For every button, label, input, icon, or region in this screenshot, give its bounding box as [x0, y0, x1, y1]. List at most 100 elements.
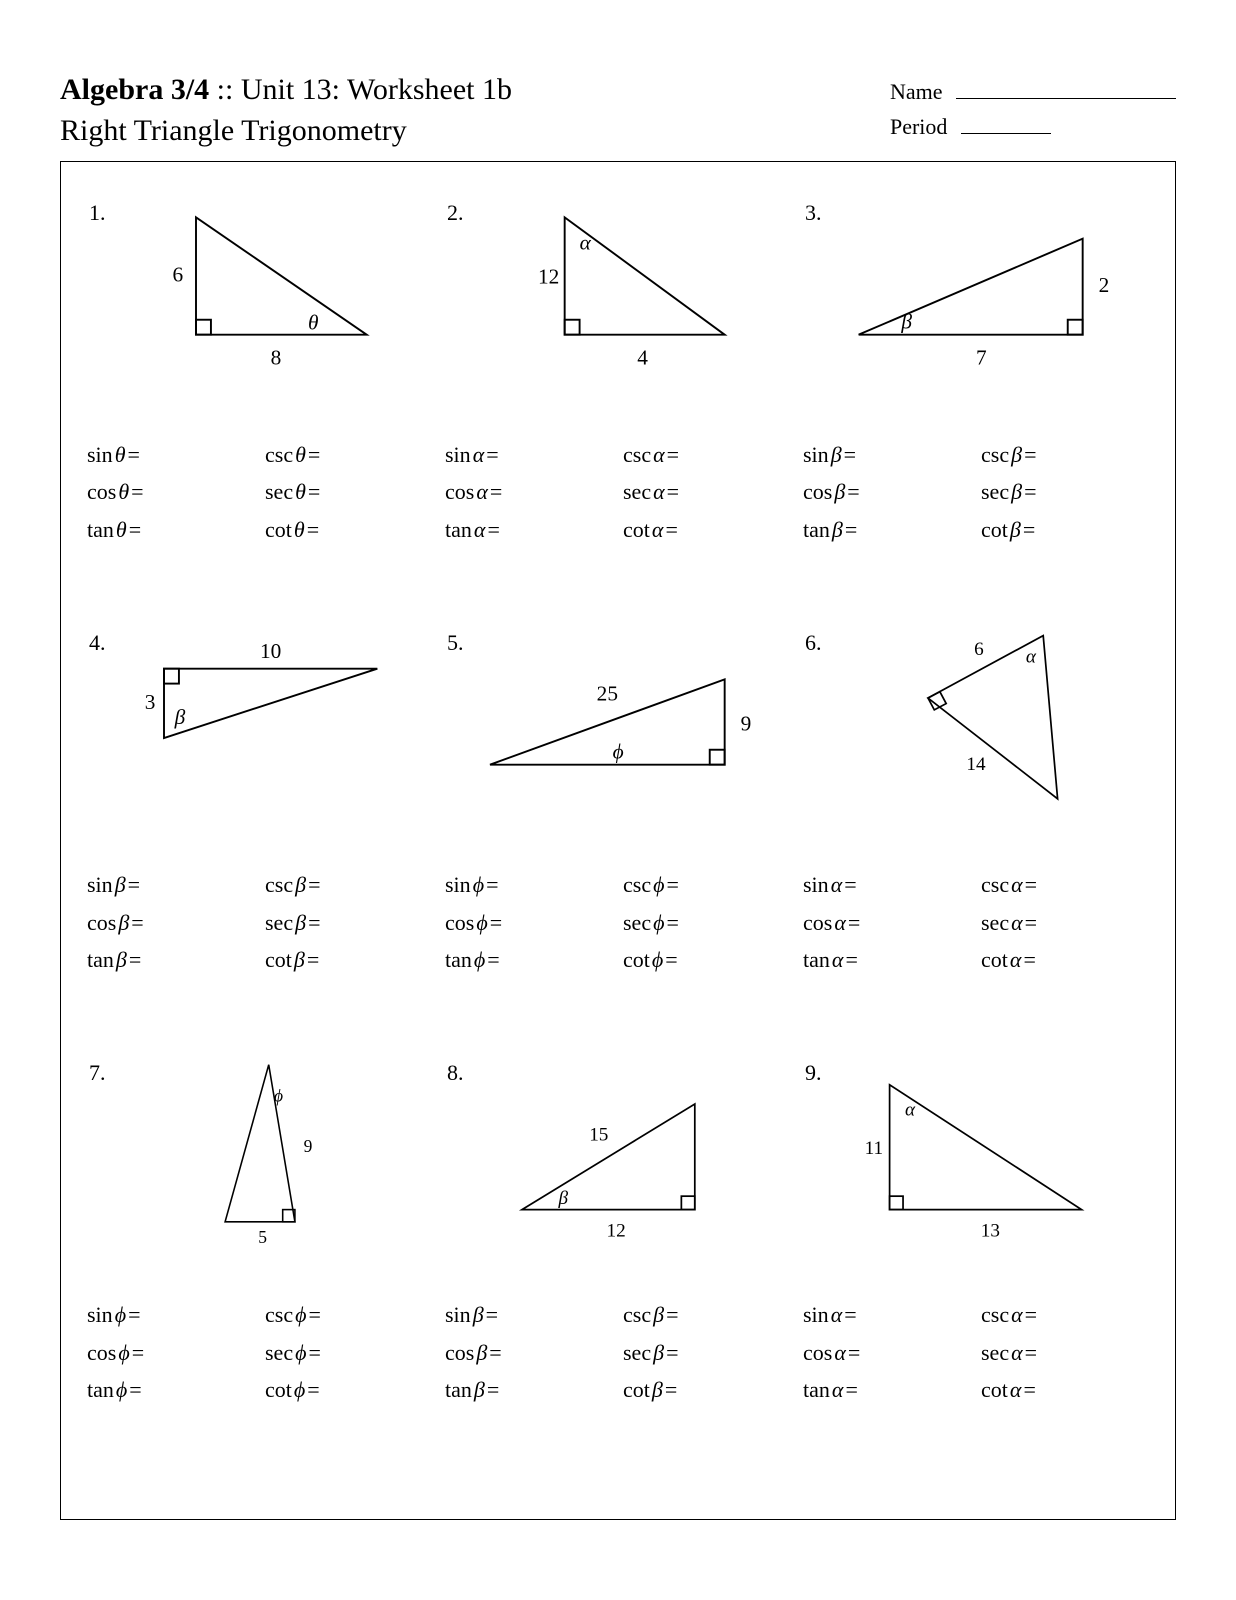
trig-column: sinβ=cosβ=tanβ= [445, 1296, 613, 1408]
trig-cell: sinα=cosα=tanα=cscα=secα=cotα= [797, 862, 1155, 982]
svg-text:β: β [900, 309, 912, 333]
trig-block: sinϕ=cosϕ=tanϕ=cscϕ=secϕ=cotϕ= [87, 1296, 433, 1408]
header: Algebra 3/4 :: Unit 13: Worksheet 1b Rig… [60, 70, 1176, 151]
problem-cell: 2. α 124 [439, 192, 797, 392]
name-input-line[interactable] [956, 77, 1176, 99]
svg-text:9: 9 [741, 712, 752, 736]
trig-cell: sinβ=cosβ=tanβ=cscβ=secβ=cotβ= [439, 1292, 797, 1412]
trig-block: sinα=cosα=tanα=cscα=secα=cotα= [803, 866, 1149, 978]
triangle-diagram: ϕ 259 [445, 626, 791, 818]
problem-cell: 4. β 3 10 [81, 622, 439, 822]
trig-line: tanϕ= [445, 941, 613, 978]
unit-title: Unit 13: Worksheet 1b [241, 73, 512, 106]
svg-text:2: 2 [1099, 273, 1110, 297]
trig-line: cosθ= [87, 473, 255, 510]
trig-line: cotα= [981, 941, 1149, 978]
trig-cell: sinα=cosα=tanα=cscα=secα=cotα= [439, 432, 797, 552]
triangle-diagram: ϕ 95 [87, 1056, 433, 1248]
trig-line: cotβ= [265, 941, 433, 978]
svg-text:8: 8 [271, 346, 282, 370]
svg-text:ϕ: ϕ [274, 1086, 283, 1106]
trig-column: cscα=secα=cotα= [981, 1296, 1149, 1408]
svg-text:3: 3 [145, 690, 156, 714]
trig-row: sinθ=cosθ=tanθ= cscθ=secθ=cotθ=sinα=cosα=… [81, 432, 1155, 552]
svg-text:10: 10 [260, 639, 281, 663]
trig-line: cosϕ= [445, 904, 613, 941]
problem-number: 9. [805, 1060, 822, 1086]
trig-line: cotθ= [265, 511, 433, 548]
problem-number: 3. [805, 200, 822, 226]
trig-line: cscβ= [623, 1296, 791, 1333]
problem-number: 6. [805, 630, 822, 656]
trig-line: cosα= [445, 473, 613, 510]
problems-frame: 1. θ 68 2. α 124 3. β 27 sinθ=cosθ=tanθ=… [60, 161, 1176, 1520]
trig-column: cscϕ=secϕ=cotϕ= [265, 1296, 433, 1408]
trig-line: cscϕ= [265, 1296, 433, 1333]
trig-line: tanα= [803, 941, 971, 978]
svg-text:11: 11 [865, 1138, 883, 1159]
svg-text:α: α [580, 230, 592, 254]
svg-text:β: β [174, 705, 186, 729]
trig-column: sinβ=cosβ=tanβ= [87, 866, 255, 978]
trig-line: sinβ= [803, 436, 971, 473]
problem-number: 4. [89, 630, 106, 656]
trig-line: secβ= [981, 473, 1149, 510]
trig-cell: sinβ=cosβ=tanβ=cscβ=secβ=cotβ= [81, 862, 439, 982]
trig-line: secθ= [265, 473, 433, 510]
trig-block: sinβ=cosβ=tanβ=cscβ=secβ=cotβ= [87, 866, 433, 978]
worksheet-page: Algebra 3/4 :: Unit 13: Worksheet 1b Rig… [0, 0, 1236, 1580]
trig-line: cotβ= [623, 1371, 791, 1408]
problem-number: 7. [89, 1060, 106, 1086]
trig-cell: sinβ=cosβ=tanβ=cscβ=secβ=cotβ= [797, 432, 1155, 552]
trig-line: cotϕ= [265, 1371, 433, 1408]
trig-line: tanϕ= [87, 1371, 255, 1408]
trig-line: cosα= [803, 904, 971, 941]
diagram-row: 4. β 310 5. ϕ 259 6. α 614 [81, 622, 1155, 822]
problem-cell: 8. β 15 12 [439, 1052, 797, 1252]
triangle-diagram: β 3 10 [87, 626, 433, 818]
trig-block: sinα=cosα=tanα=cscα=secα=cotα= [803, 1296, 1149, 1408]
svg-text:4: 4 [637, 346, 648, 370]
trig-row: sinϕ=cosϕ=tanϕ=cscϕ=secϕ=cotϕ=sinβ=cosβ=… [81, 1292, 1155, 1412]
trig-cell: sinϕ=cosϕ=tanϕ=cscϕ=secϕ=cotϕ= [439, 862, 797, 982]
trig-line: sinα= [803, 866, 971, 903]
title-block: Algebra 3/4 :: Unit 13: Worksheet 1b Rig… [60, 70, 512, 151]
svg-text:θ: θ [308, 310, 318, 334]
problem-cell: 1. θ 68 [81, 192, 439, 392]
svg-text:13: 13 [981, 1221, 1000, 1242]
problem-cell: 7. ϕ 95 [81, 1052, 439, 1252]
svg-text:12: 12 [606, 1221, 625, 1242]
trig-row: sinβ=cosβ=tanβ=cscβ=secβ=cotβ=sinϕ=cosϕ=… [81, 862, 1155, 982]
svg-text:β: β [557, 1188, 568, 1209]
trig-line: cscα= [623, 436, 791, 473]
trig-line: sinϕ= [87, 1296, 255, 1333]
trig-column: cscβ=secβ=cotβ= [623, 1296, 791, 1408]
trig-line: cscα= [981, 866, 1149, 903]
problem-number: 8. [447, 1060, 464, 1086]
trig-line: tanβ= [803, 511, 971, 548]
trig-line: secβ= [623, 1334, 791, 1371]
trig-line: cscθ= [265, 436, 433, 473]
period-field-row: Period [890, 109, 1176, 144]
trig-line: cosα= [803, 1334, 971, 1371]
title-sep: :: [209, 73, 241, 106]
triangle-diagram: β 15 12 [445, 1056, 791, 1248]
period-label: Period [890, 114, 947, 139]
trig-line: tanθ= [87, 511, 255, 548]
trig-line: cosβ= [87, 904, 255, 941]
trig-column: sinϕ=cosϕ=tanϕ= [87, 1296, 255, 1408]
trig-cell: sinθ=cosθ=tanθ= cscθ=secθ=cotθ= [81, 432, 439, 552]
name-block: Name Period [890, 70, 1176, 144]
svg-text:15: 15 [589, 1125, 608, 1146]
svg-text:14: 14 [966, 754, 986, 775]
trig-column: sinα=cosα=tanα= [803, 866, 971, 978]
trig-line: tanβ= [87, 941, 255, 978]
trig-line: sinα= [803, 1296, 971, 1333]
period-input-line[interactable] [961, 112, 1051, 134]
trig-line: cscβ= [981, 436, 1149, 473]
name-label: Name [890, 79, 943, 104]
trig-column: sinθ=cosθ=tanθ= [87, 436, 255, 548]
trig-column: sinα=cosα=tanα= [803, 1296, 971, 1408]
trig-column: sinβ=cosβ=tanβ= [803, 436, 971, 548]
trig-column: cscα=secα=cotα= [981, 866, 1149, 978]
